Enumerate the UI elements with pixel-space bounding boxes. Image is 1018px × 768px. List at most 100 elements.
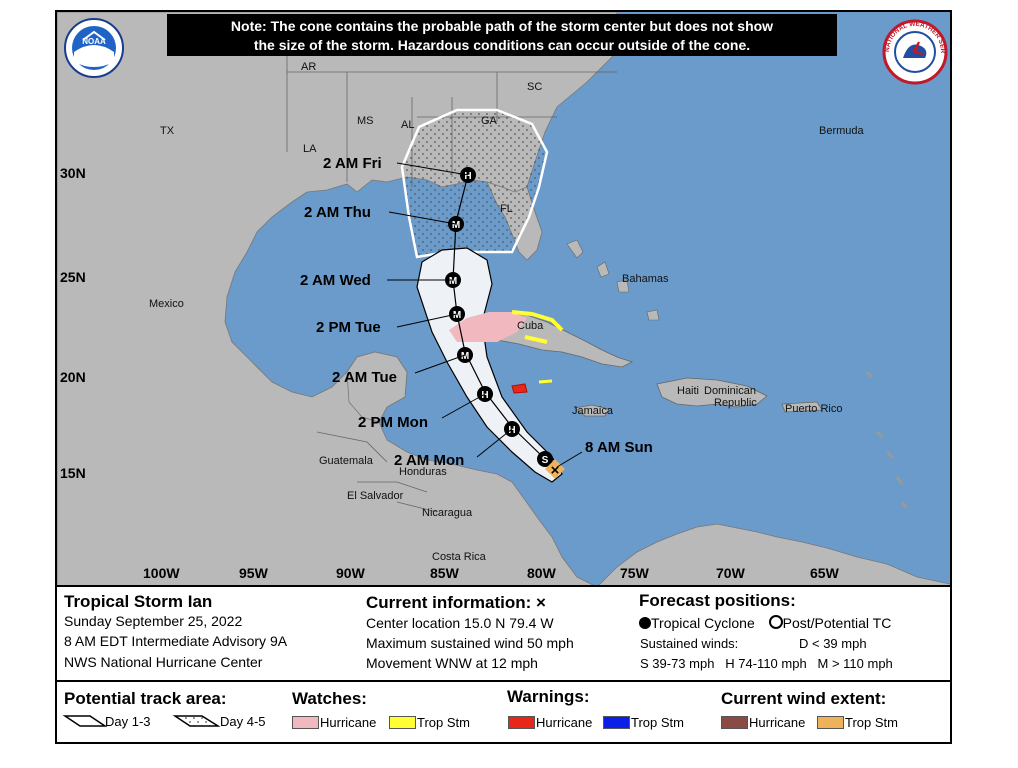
place-dominican: Dominican <box>704 385 756 397</box>
current-wind: Maximum sustained wind 50 mph <box>366 635 574 651</box>
forecast-positions-title: Forecast positions: <box>639 591 796 610</box>
note-line-1: Note: The cone contains the probable pat… <box>231 18 773 34</box>
watch-hurricane-swatch <box>292 716 319 729</box>
svg-text:S: S <box>542 455 549 466</box>
place-honduras: Honduras <box>399 466 447 478</box>
warn-hurricane-label: Hurricane <box>536 715 593 730</box>
track-area-title: Potential track area: <box>64 689 227 708</box>
key-tc-label: Tropical Cyclone <box>651 615 755 631</box>
svg-text:M: M <box>461 351 469 362</box>
noaa-logo: NOAA <box>64 18 124 78</box>
hispaniola <box>656 377 768 408</box>
place-mexico: Mexico <box>149 298 184 310</box>
day1-3-label: Day 1-3 <box>105 714 151 729</box>
svg-text:H: H <box>464 171 471 182</box>
note-banner <box>167 14 837 56</box>
key-categories: S 39-73 mph H 74-110 mph M > 110 mph <box>640 656 893 671</box>
label-2am-fri: 2 AM Fri <box>323 155 382 172</box>
label-8am-sun: 8 AM Sun <box>585 439 653 456</box>
svg-text:NOAA: NOAA <box>82 37 106 46</box>
forecast-map: H M M M M H H S × 2 AM Fri 2 AM Thu 2 AM… <box>57 12 950 587</box>
key-tropical-cyclone: Tropical Cyclone Post/Potential TC <box>639 615 891 631</box>
svg-text:H: H <box>481 390 488 401</box>
day1-3-icon <box>62 715 108 727</box>
place-haiti: Haiti <box>677 385 699 397</box>
label-2am-wed: 2 AM Wed <box>300 272 371 289</box>
storm-center: NWS National Hurricane Center <box>64 654 263 670</box>
label-2am-tue: 2 AM Tue <box>332 369 397 386</box>
warnings-title: Warnings: <box>507 687 590 706</box>
day4-5-label: Day 4-5 <box>220 714 266 729</box>
warn-trop-label: Trop Stm <box>631 715 684 730</box>
tc-dot-icon <box>639 617 651 629</box>
label-2am-thu: 2 AM Thu <box>304 204 371 221</box>
lat-30n: 30N <box>60 165 86 181</box>
lat-15n: 15N <box>60 465 86 481</box>
south-america <box>596 523 950 587</box>
watch-hurricane-label: Hurricane <box>320 715 377 730</box>
place-bahamas: Bahamas <box>622 273 669 285</box>
current-movement: Movement WNW at 12 mph <box>366 655 538 671</box>
place-al: AL <box>401 119 414 131</box>
wind-hurricane-swatch <box>721 716 748 729</box>
lon-100w: 100W <box>143 565 180 581</box>
watches-title: Watches: <box>292 689 367 708</box>
trop-warning-cayman <box>538 379 553 384</box>
place-guatemala: Guatemala <box>319 455 374 467</box>
cone-day4-5 <box>400 108 549 259</box>
storm-advisory: 8 AM EDT Intermediate Advisory 9A <box>64 633 288 649</box>
place-cuba: Cuba <box>517 320 544 332</box>
place-sc: SC <box>527 81 542 93</box>
current-mark-glyph: × <box>536 593 546 612</box>
lon-65w: 65W <box>810 565 840 581</box>
info-legend-panel: Tropical Storm Ian Sunday September 25, … <box>57 588 950 742</box>
lat-20n: 20N <box>60 369 86 385</box>
label-2pm-mon: 2 PM Mon <box>358 414 428 431</box>
label-2pm-tue: 2 PM Tue <box>316 319 381 336</box>
puerto-rico <box>781 401 823 413</box>
warn-trop-swatch <box>603 716 630 729</box>
watch-trop-swatch <box>389 716 416 729</box>
current-info-title: Current information: × <box>366 593 546 613</box>
label-2am-mon: 2 AM Mon <box>394 452 464 469</box>
place-nicaragua: Nicaragua <box>422 507 473 519</box>
place-ga: GA <box>481 115 498 127</box>
legend-divider <box>57 680 950 682</box>
lon-95w: 95W <box>239 565 269 581</box>
wind-trop-swatch <box>817 716 844 729</box>
key-ptc-label: Post/Potential TC <box>782 615 892 631</box>
place-tx: TX <box>160 125 175 137</box>
svg-text:M: M <box>449 276 457 287</box>
jamaica <box>574 404 610 417</box>
place-el-salvador: El Salvador <box>347 490 404 502</box>
day4-5-icon <box>172 715 221 727</box>
lon-75w: 75W <box>620 565 650 581</box>
trop-watch-area <box>511 310 564 344</box>
yucatan <box>346 351 408 423</box>
place-costa-rica: Costa Rica <box>432 551 487 563</box>
current-info-title-text: Current information: <box>366 593 536 612</box>
svg-text:M: M <box>452 220 460 231</box>
lon-85w: 85W <box>430 565 460 581</box>
key-depression: D < 39 mph <box>799 636 867 651</box>
key-winds-label: Sustained winds: <box>640 636 739 651</box>
place-puerto-rico: Puerto Rico <box>785 403 842 415</box>
watch-trop-label: Trop Stm <box>417 715 470 730</box>
current-location: Center location 15.0 N 79.4 W <box>366 615 554 631</box>
lat-25n: 25N <box>60 269 86 285</box>
note-line-2: the size of the storm. Hazardous conditi… <box>254 37 750 53</box>
place-jamaica: Jamaica <box>572 405 614 417</box>
place-ar: AR <box>301 61 316 73</box>
bahamas <box>566 239 660 321</box>
place-la: LA <box>303 143 317 155</box>
storm-date: Sunday September 25, 2022 <box>64 613 243 629</box>
wind-trop-label: Trop Stm <box>845 715 898 730</box>
lon-80w: 80W <box>527 565 557 581</box>
wind-hurricane-label: Hurricane <box>749 715 806 730</box>
current-position-mark: × <box>551 462 560 479</box>
wind-extent-title: Current wind extent: <box>721 689 887 708</box>
ptc-circle-icon <box>768 615 783 629</box>
place-bermuda: Bermuda <box>819 125 865 137</box>
hurricane-watch-area <box>449 312 527 342</box>
place-ms: MS <box>357 115 374 127</box>
